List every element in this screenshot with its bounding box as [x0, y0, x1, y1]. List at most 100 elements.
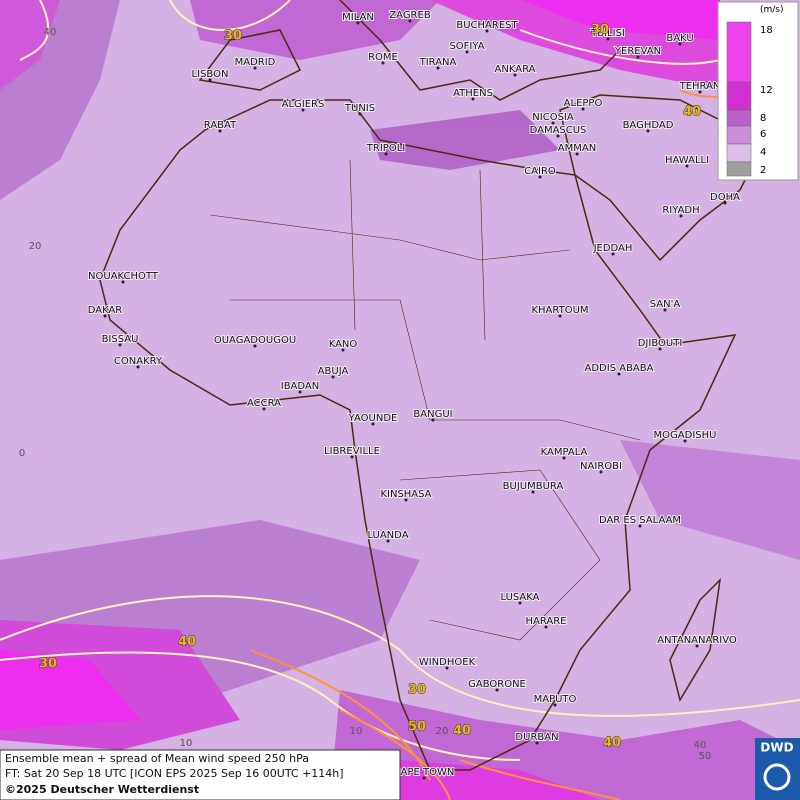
- contour-label: 40: [603, 736, 621, 751]
- city-dot: [599, 470, 603, 474]
- contour-label: 40: [683, 105, 701, 120]
- legend-swatch: [726, 21, 752, 83]
- city-dot: [617, 372, 621, 376]
- city-dot: [658, 347, 662, 351]
- city-label: LUSAKA: [501, 592, 540, 603]
- city-label: TBILISI: [590, 28, 625, 39]
- legend-swatch: [726, 109, 752, 127]
- legend-swatch: [726, 81, 752, 111]
- grid-label: 10: [350, 726, 363, 737]
- city-dot: [384, 152, 388, 156]
- city-label: ROME: [368, 52, 398, 63]
- city-dot: [301, 108, 305, 112]
- city-dot: [695, 644, 699, 648]
- city-label: ALGIERS: [282, 99, 325, 110]
- city-dot: [408, 19, 412, 23]
- city-dot: [679, 214, 683, 218]
- city-label: LIBREVILLE: [324, 446, 380, 457]
- city-dot: [538, 175, 542, 179]
- city-dot: [606, 37, 610, 41]
- city-label: BUCHAREST: [456, 20, 518, 31]
- city-label: TRIPOLI: [366, 143, 405, 154]
- legend: (m/s) 18 12 8 6 4 2: [717, 1, 799, 181]
- city-dot: [723, 201, 727, 205]
- contour-label: 30: [591, 23, 609, 38]
- contours: [0, 0, 800, 761]
- city-label: NOUAKCHOTT: [88, 271, 159, 282]
- city-dot: [262, 407, 266, 411]
- city-label: ADDIS ABABA: [585, 363, 654, 374]
- city-label: SOFIYA: [449, 41, 484, 52]
- city-dot: [531, 490, 535, 494]
- city-label: TEHRAN: [679, 81, 721, 92]
- legend-swatch: [726, 143, 752, 163]
- grid-label: 50: [699, 751, 712, 762]
- city-label: MOGADISHU: [654, 430, 717, 441]
- city-label: BAKU: [666, 33, 693, 44]
- city-label: ANKARA: [495, 64, 536, 75]
- legend-label: 2: [760, 165, 766, 176]
- city-dot: [253, 344, 257, 348]
- city-dot: [471, 97, 475, 101]
- city-label: RIYADH: [662, 205, 699, 216]
- contour-label: 30: [224, 29, 242, 44]
- city-dot: [208, 78, 212, 82]
- legend-label: 8: [760, 113, 766, 124]
- city-label: WINDHOEK: [419, 657, 476, 668]
- city-dot: [558, 314, 562, 318]
- city-label: BAGHDAD: [623, 120, 674, 131]
- city-label: CAPE TOWN: [394, 767, 455, 778]
- city-label: LUANDA: [367, 530, 408, 541]
- city-label: IBADAN: [281, 381, 320, 392]
- logo-text: DWD: [760, 741, 793, 755]
- city-label: CONAKRY: [114, 356, 163, 367]
- city-dot: [485, 29, 489, 33]
- city-dot: [422, 776, 426, 780]
- labels: MILAN ZAGREB BUCHAREST TBILISI BAKU MADRID ROM…: [19, 9, 741, 780]
- city-dot: [431, 418, 435, 422]
- city-label: MAPUTO: [534, 694, 577, 705]
- city-dot: [685, 164, 689, 168]
- city-label: NAIROBI: [580, 461, 622, 472]
- city-dot: [663, 308, 667, 312]
- city-label: DURBAN: [515, 732, 558, 743]
- legend-label: 12: [760, 85, 773, 96]
- footer-line: Ensemble mean + spread of Mean wind spee…: [5, 752, 309, 765]
- city-dot: [381, 61, 385, 65]
- city-dot: [445, 666, 449, 670]
- city-label: DAKAR: [88, 305, 123, 316]
- city-dot: [544, 625, 548, 629]
- legend-swatch: [726, 161, 752, 177]
- city-dot: [556, 134, 560, 138]
- city-label: MILAN: [342, 12, 374, 23]
- city-label: ZAGREB: [389, 10, 431, 21]
- city-dot: [683, 439, 687, 443]
- grid-label: 40: [694, 740, 707, 751]
- city-label: ANTANANARIVO: [657, 635, 737, 646]
- city-dot: [553, 703, 557, 707]
- city-label: KANO: [329, 339, 358, 350]
- city-dot: [513, 73, 517, 77]
- city-dot: [638, 524, 642, 528]
- city-label: JEDDAH: [593, 243, 633, 254]
- city-label: ATHENS: [453, 88, 493, 99]
- contour-label: 30: [39, 657, 57, 672]
- legend-swatch: [726, 125, 752, 145]
- city-label: CAIRO: [524, 166, 556, 177]
- legend-unit: (m/s): [760, 5, 784, 15]
- contour-label: 30: [408, 683, 426, 698]
- city-dot: [535, 741, 539, 745]
- grid-label: 0: [19, 448, 25, 459]
- city-label: KHARTOUM: [531, 305, 588, 316]
- city-label: NICOSIA: [532, 112, 574, 123]
- city-dot: [218, 129, 222, 133]
- city-label: AMMAN: [558, 143, 596, 154]
- city-label: ALEPPO: [564, 98, 603, 109]
- contour-label: 40: [178, 635, 196, 650]
- city-dot: [356, 21, 360, 25]
- city-label: YAOUNDE: [348, 413, 398, 424]
- city-dot: [298, 390, 302, 394]
- city-dot: [495, 688, 499, 692]
- legend-label: 18: [760, 25, 773, 36]
